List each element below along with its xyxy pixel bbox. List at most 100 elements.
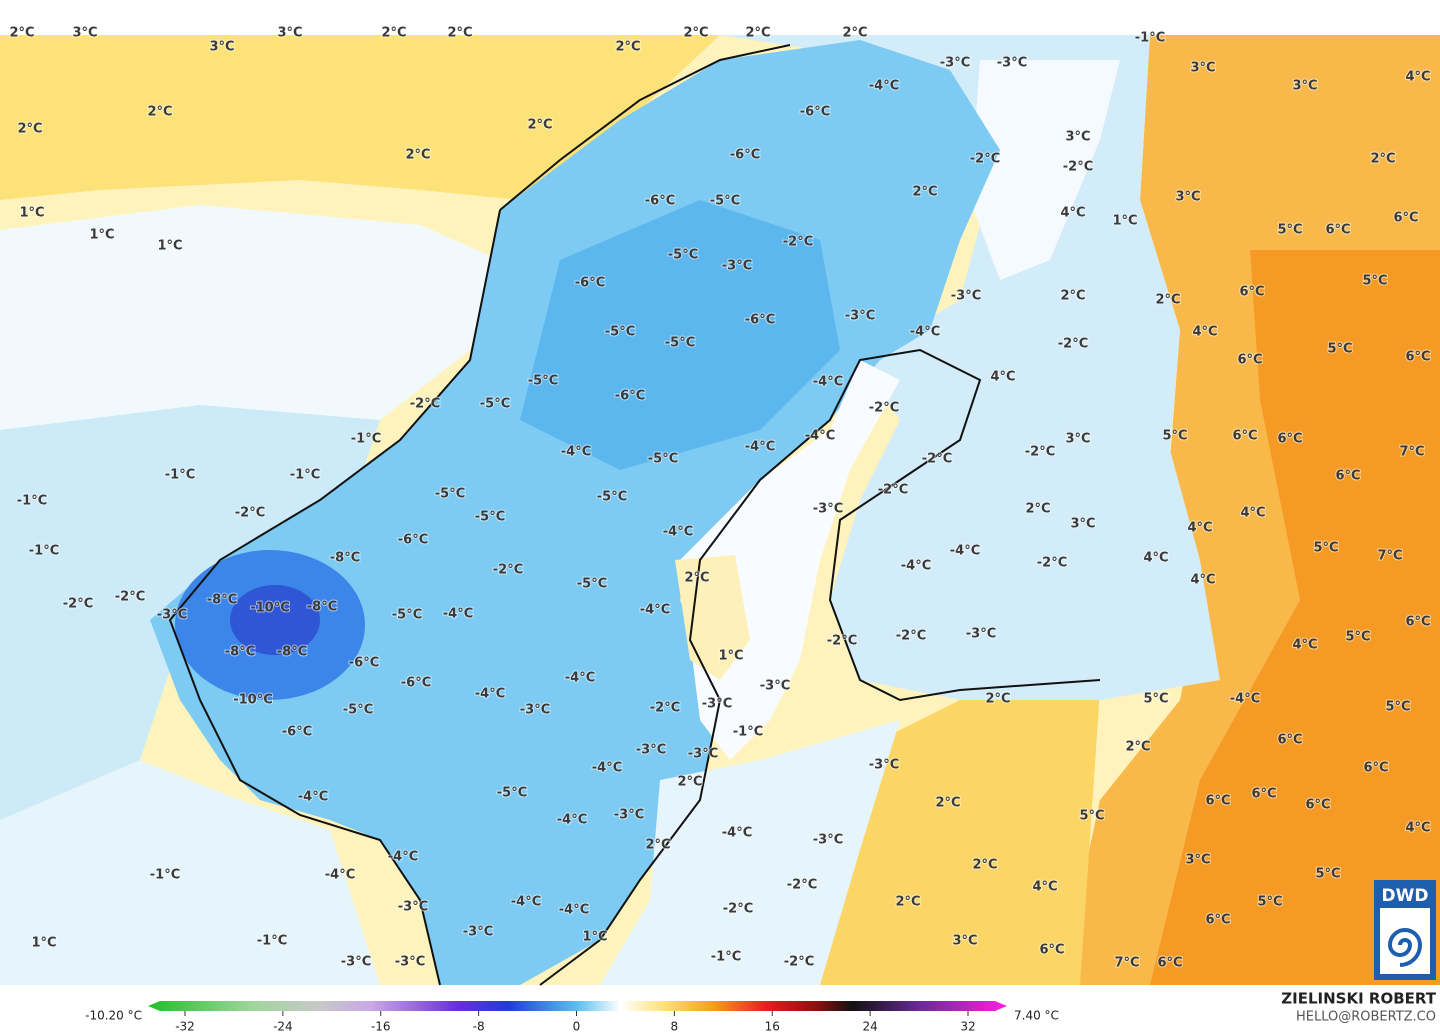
temperature-label: -6°C: [800, 105, 830, 120]
temperature-label: 6°C: [1039, 943, 1064, 958]
temperature-label: -6°C: [401, 676, 431, 691]
temperature-label: -10°C: [233, 693, 273, 708]
temperature-label: 6°C: [1205, 794, 1230, 809]
temperature-label: -4°C: [813, 375, 843, 390]
temperature-label: -3°C: [869, 758, 899, 773]
temperature-label: 3°C: [209, 40, 234, 55]
temperature-label: -4°C: [325, 868, 355, 883]
temperature-label: 3°C: [952, 934, 977, 949]
temperature-label: -2°C: [235, 506, 265, 521]
temperature-label: 5°C: [1162, 429, 1187, 444]
temperature-label: 5°C: [1257, 895, 1282, 910]
temperature-label: 6°C: [1205, 913, 1230, 928]
temperature-label: -1°C: [150, 868, 180, 883]
colorbar-tick-label: 8: [671, 1020, 679, 1034]
temperature-label: -3°C: [951, 289, 981, 304]
credit-contact: HELLO@ROBERTZ.CO: [1296, 1010, 1436, 1025]
colorbar-tick-label: 32: [960, 1020, 975, 1034]
warmer-land: [1150, 250, 1440, 985]
temperature-label: 2°C: [615, 40, 640, 55]
colorbar: -10.20 °C 7.40 °C -32 -24 -16 -8 0 8 16 24 32: [85, 1001, 1059, 1034]
temperature-label: -6°C: [745, 313, 775, 328]
temperature-label: 2°C: [17, 122, 42, 137]
temperature-label: -6°C: [615, 389, 645, 404]
temperature-label: -3°C: [722, 259, 752, 274]
temperature-label: -5°C: [648, 452, 678, 467]
temperature-label: -5°C: [528, 374, 558, 389]
temperature-label: 6°C: [1305, 798, 1330, 813]
temperature-label: 1°C: [1112, 214, 1137, 229]
colorbar-tick-label: -24: [273, 1020, 293, 1034]
temperature-label: 6°C: [1405, 615, 1430, 630]
temperature-label: 7°C: [1399, 445, 1424, 460]
max-label: 7.40 °C: [1014, 1009, 1059, 1023]
temperature-label: 4°C: [1187, 521, 1212, 536]
temperature-label: 6°C: [1277, 733, 1302, 748]
temperature-label: -1°C: [351, 432, 381, 447]
temperature-label: -3°C: [636, 743, 666, 758]
temperature-label: 2°C: [405, 148, 430, 163]
temperature-label: 4°C: [1190, 573, 1215, 588]
temperature-label: -1°C: [290, 468, 320, 483]
temperature-label: 5°C: [1315, 867, 1340, 882]
temperature-label: 5°C: [1079, 809, 1104, 824]
temperature-label: 3°C: [1175, 190, 1200, 205]
temperature-label: -4°C: [722, 826, 752, 841]
temperature-label: 6°C: [1335, 469, 1360, 484]
temperature-label: -2°C: [115, 590, 145, 605]
temperature-label: 4°C: [990, 370, 1015, 385]
temperature-label: -2°C: [1063, 160, 1093, 175]
temperature-label: 6°C: [1277, 432, 1302, 447]
cool-sea: [0, 205, 500, 450]
temperature-label: 2°C: [895, 895, 920, 910]
temperature-label: -8°C: [207, 593, 237, 608]
temperature-label: -3°C: [813, 502, 843, 517]
temperature-label: 6°C: [1325, 223, 1350, 238]
temperature-label: 2°C: [842, 26, 867, 41]
temperature-label: -2°C: [650, 701, 680, 716]
temperature-label: -4°C: [592, 761, 622, 776]
temperature-label: -6°C: [398, 533, 428, 548]
coldest-region: [230, 585, 320, 655]
temperature-label: 7°C: [1114, 956, 1139, 971]
temperature-label: -6°C: [730, 148, 760, 163]
min-label: -10.20 °C: [85, 1009, 142, 1023]
colorbar-tick-label: 16: [765, 1020, 780, 1034]
temperature-label: -5°C: [605, 325, 635, 340]
temperature-label: -5°C: [475, 510, 505, 525]
temperature-label: 5°C: [1313, 541, 1338, 556]
temperature-label: 2°C: [683, 26, 708, 41]
temperature-label: -3°C: [760, 679, 790, 694]
temperature-label: -6°C: [575, 276, 605, 291]
temperature-label: 6°C: [1157, 956, 1182, 971]
temperature-label: -4°C: [565, 671, 595, 686]
cold-core: [520, 200, 840, 470]
temperature-label: -4°C: [557, 813, 587, 828]
temperature-label: 1°C: [89, 228, 114, 243]
temperature-label: 2°C: [645, 838, 670, 853]
temperature-label: 1°C: [31, 936, 56, 951]
temperature-label: -2°C: [922, 452, 952, 467]
temperature-label: -5°C: [435, 487, 465, 502]
temperature-label: -2°C: [869, 401, 899, 416]
temperature-label: -5°C: [577, 577, 607, 592]
temperature-label: 3°C: [1292, 79, 1317, 94]
temperature-label: -8°C: [225, 645, 255, 660]
temperature-label: 5°C: [1385, 700, 1410, 715]
temperature-label: 5°C: [1327, 342, 1352, 357]
temperature-label: -1°C: [165, 468, 195, 483]
kola: [970, 60, 1120, 280]
temperature-label: -2°C: [787, 878, 817, 893]
temperature-label: 2°C: [935, 796, 960, 811]
temperature-label: -2°C: [1037, 556, 1067, 571]
temperature-label: 4°C: [1292, 638, 1317, 653]
temperature-label: 6°C: [1251, 787, 1276, 802]
temperature-label: -4°C: [443, 607, 473, 622]
temperature-label: -8°C: [330, 551, 360, 566]
temperature-label: -3°C: [845, 309, 875, 324]
temperature-label: -1°C: [257, 934, 287, 949]
temperature-label: 2°C: [9, 26, 34, 41]
baltic-sea: [600, 720, 900, 985]
temperature-label: -6°C: [282, 725, 312, 740]
temperature-label: -2°C: [896, 629, 926, 644]
